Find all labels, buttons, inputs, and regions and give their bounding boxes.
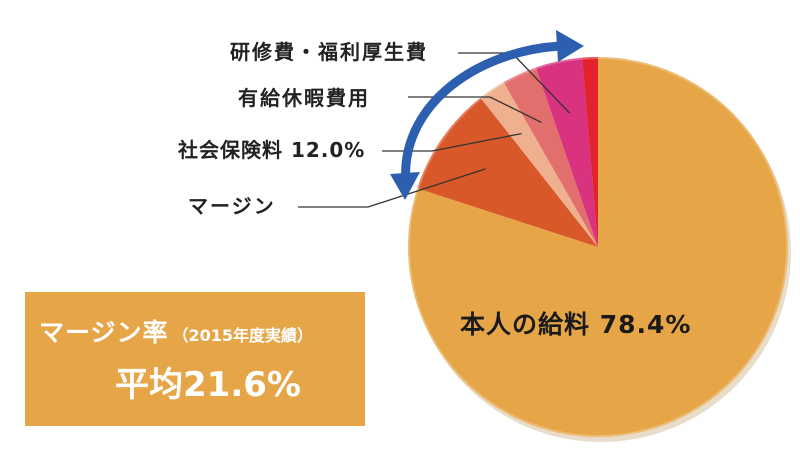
slice-label-main: 本人の給料 78.4%: [460, 310, 692, 339]
bracket-arrow-head-top: [556, 30, 584, 62]
bracket-arrow-head-bottom: [390, 172, 420, 200]
leader-shakai: [382, 132, 522, 152]
margin-rate-title: マージン率: [39, 318, 169, 347]
pie-slice-2: [480, 82, 598, 247]
pie-slice-3: [503, 67, 598, 248]
margin-rate-box: マージン率 （2015年度実績） 平均21.6%: [25, 292, 365, 426]
slice-label-yukyu: 有給休暇費用: [238, 86, 370, 110]
bracket-arrow-arc: [401, 41, 561, 183]
leader-margin: [298, 168, 487, 208]
pie-slice-0: [408, 57, 789, 437]
margin-rate-note: （2015年度実績）: [172, 326, 314, 345]
pie-slice-1: [417, 97, 598, 247]
pie-slices: [408, 57, 791, 442]
slice-label-margin: マージン: [188, 194, 276, 218]
margin-rate-title-line: マージン率 （2015年度実績）: [39, 320, 313, 345]
pie-rim: [408, 57, 788, 437]
pie-slice-4: [535, 57, 598, 247]
slice-label-shakai: 社会保険料 12.0%: [178, 138, 366, 162]
slice-label-kenshu: 研修費・福利厚生費: [230, 40, 428, 64]
margin-rate-value: 平均21.6%: [115, 365, 301, 405]
bracket-arrow: [390, 30, 584, 200]
pie-slice-5: [582, 57, 598, 247]
